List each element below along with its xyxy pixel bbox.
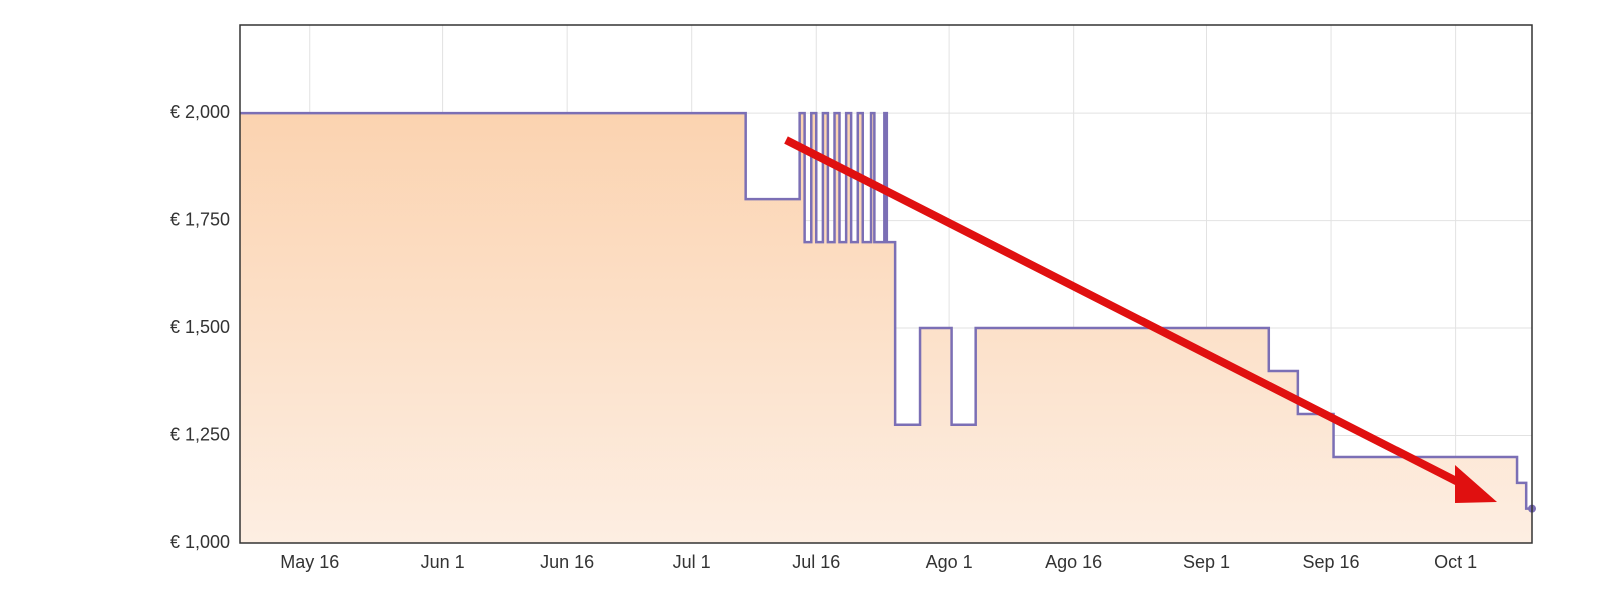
x-tick-label: May 16 — [280, 552, 339, 572]
y-tick-label: € 1,500 — [170, 317, 230, 337]
y-tick-label: € 1,250 — [170, 424, 230, 444]
price-line — [240, 111, 1532, 510]
price-area — [240, 113, 1532, 543]
x-tick-label: Jul 16 — [792, 552, 840, 572]
arrow-head — [1455, 465, 1497, 503]
x-tick-label: Oct 1 — [1434, 552, 1477, 572]
x-tick-label: Jul 1 — [673, 552, 711, 572]
arrow-shaft — [784, 136, 1464, 488]
x-tick-label: Sep 1 — [1183, 552, 1230, 572]
y-tick-label: € 2,000 — [170, 102, 230, 122]
plot-frame — [239, 24, 1533, 544]
x-tick-label: Jun 16 — [540, 552, 594, 572]
y-tick-label: € 1,750 — [170, 209, 230, 229]
trend-arrow — [784, 136, 1497, 503]
x-tick-label: Ago 16 — [1045, 552, 1102, 572]
x-tick-label: Jun 1 — [421, 552, 465, 572]
x-tick-label: Sep 16 — [1303, 552, 1360, 572]
y-tick-label: € 1,000 — [170, 532, 230, 552]
x-tick-label: Ago 1 — [926, 552, 973, 572]
